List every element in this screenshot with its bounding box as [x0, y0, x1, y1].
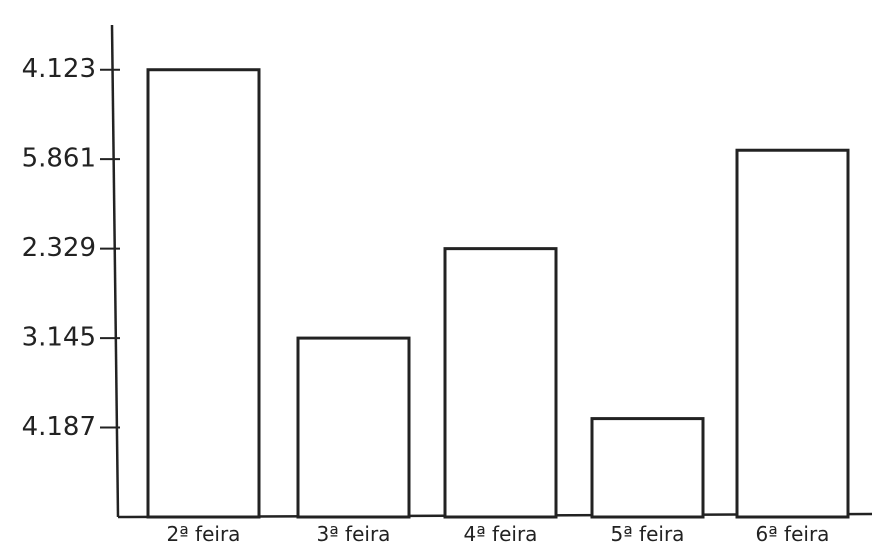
y-axis — [110, 24, 120, 518]
x-tick-label: 4ª feira — [464, 522, 538, 544]
x-tick-label: 3ª feira — [317, 522, 391, 544]
bar — [146, 68, 261, 519]
bar — [443, 247, 558, 519]
x-tick-label: 6ª feira — [756, 522, 830, 544]
x-tick-label: 5ª feira — [611, 522, 685, 544]
y-tick-label: 4.123 — [22, 54, 96, 84]
y-tick-label: 4.187 — [22, 412, 96, 442]
bar — [590, 417, 705, 519]
y-tick-label: 5.861 — [22, 144, 96, 174]
bar — [296, 336, 411, 519]
x-tick-label: 2ª feira — [167, 522, 241, 544]
bar — [735, 148, 850, 519]
y-tick-label: 2.329 — [22, 233, 96, 263]
y-tick-label: 3.145 — [22, 323, 96, 353]
